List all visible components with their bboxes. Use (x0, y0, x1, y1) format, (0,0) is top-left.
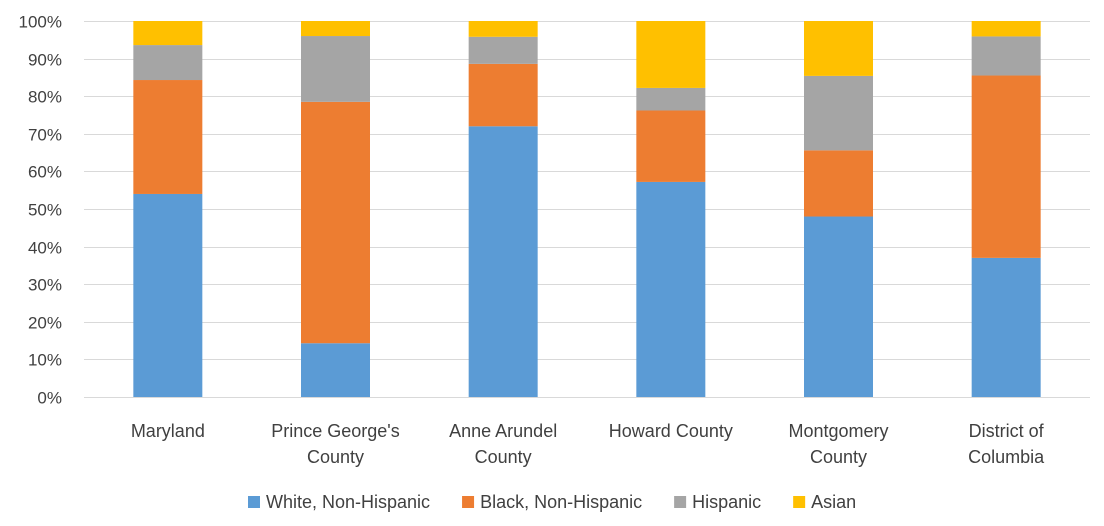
bar-segment (468, 21, 538, 37)
bar-segment (301, 101, 370, 344)
x-tick-label: County (475, 447, 532, 467)
x-tick-label: Montgomery (788, 421, 888, 441)
legend-swatch (793, 496, 806, 508)
bar-segment (971, 21, 1041, 37)
bar-segment (636, 181, 706, 397)
bar-segment (133, 45, 203, 81)
x-tick-label: Howard County (609, 421, 733, 441)
bar-segment (636, 110, 706, 182)
y-tick-label: 80% (28, 88, 62, 107)
bar-segment (133, 80, 203, 194)
legend-swatch (248, 496, 260, 508)
bar-segment (133, 21, 203, 46)
x-tick-label: District of (969, 421, 1045, 441)
bar-segment (636, 87, 706, 111)
bar-segment (804, 150, 873, 217)
bar-segment (468, 63, 538, 127)
legend-swatch (462, 496, 475, 508)
bar-segment (804, 75, 873, 151)
y-tick-label: 60% (28, 163, 62, 182)
bars (133, 21, 1041, 397)
bar-segment (133, 193, 203, 397)
bar-segment (804, 216, 873, 397)
bar-segment (301, 36, 370, 102)
legend-label: Asian (811, 492, 856, 512)
legend-label: Hispanic (692, 492, 761, 512)
y-tick-label: 50% (28, 201, 62, 220)
legend-label: White, Non-Hispanic (266, 492, 430, 512)
bar-segment (301, 21, 370, 37)
bar-segment (804, 21, 873, 76)
gridlines (84, 21, 1090, 398)
legend: White, Non-Hispanic Black, Non-Hispanic Hi… (248, 492, 856, 512)
y-tick-label: 40% (28, 239, 62, 258)
x-tick-label: Columbia (968, 447, 1045, 467)
y-tick-label: 20% (28, 314, 62, 333)
y-tick-label: 90% (28, 51, 62, 70)
x-tick-label: Prince George's (271, 421, 400, 441)
y-tick-label: 70% (28, 126, 62, 145)
bar-segment (468, 126, 538, 397)
x-tick-label: County (307, 447, 364, 467)
y-axis: 0% 10% 20% 30% 40% 50% 60% 70% 80% 90% 100% (19, 13, 62, 408)
legend-label: Black, Non-Hispanic (480, 492, 642, 512)
x-tick-label: County (810, 447, 867, 467)
bar-segment (301, 343, 370, 397)
x-axis: Maryland Prince George's County Anne Arunde… (131, 421, 1045, 467)
bar-segment (468, 36, 538, 64)
bar-segment (971, 75, 1041, 258)
y-tick-label: 30% (28, 276, 62, 295)
y-tick-label: 0% (37, 389, 62, 408)
legend-swatch (674, 496, 687, 508)
y-tick-label: 100% (19, 13, 62, 32)
y-tick-label: 10% (28, 351, 62, 370)
bar-segment (971, 257, 1041, 397)
bar-segment (971, 36, 1041, 76)
bar-segment (636, 21, 706, 88)
x-tick-label: Anne Arundel (449, 421, 557, 441)
x-tick-label: Maryland (131, 421, 205, 441)
